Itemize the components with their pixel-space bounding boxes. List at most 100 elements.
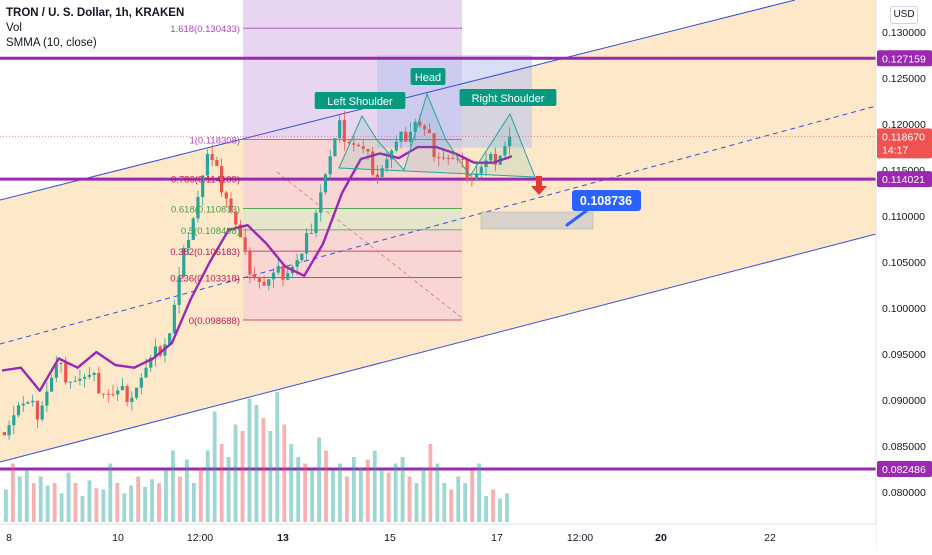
- volume-bar: [150, 479, 154, 522]
- candle: [139, 377, 143, 388]
- candle: [385, 159, 389, 169]
- candle: [423, 125, 427, 130]
- candle: [45, 391, 49, 406]
- candle: [314, 212, 318, 234]
- volume-bar: [191, 483, 196, 522]
- volume-bar: [505, 493, 509, 522]
- candle: [35, 400, 40, 420]
- candle: [338, 120, 342, 139]
- candle: [12, 415, 16, 426]
- candle: [328, 156, 332, 175]
- candle: [201, 175, 205, 197]
- volume-bar: [282, 424, 287, 522]
- fib-label-1: 1(0.118308): [189, 136, 240, 147]
- candle: [224, 192, 228, 199]
- volume-bar: [261, 418, 266, 522]
- candle: [97, 372, 101, 394]
- candle: [474, 173, 479, 181]
- candle: [451, 158, 455, 160]
- candle: [153, 346, 158, 358]
- volume-bar: [205, 450, 210, 522]
- candle: [219, 166, 224, 193]
- volume-bar: [310, 470, 315, 522]
- volume-bar: [171, 450, 175, 522]
- candle: [87, 374, 91, 377]
- x-tick-6: 12:00: [567, 532, 593, 544]
- pattern-outline: [338, 92, 536, 178]
- candle: [243, 237, 247, 251]
- candle: [404, 131, 408, 142]
- right-shoulder-label: Right Shoulder: [472, 93, 545, 105]
- candle: [134, 387, 139, 398]
- volume-bar: [108, 463, 113, 522]
- y-tick-7: 0.095000: [882, 349, 926, 361]
- volume-bar: [344, 476, 349, 522]
- candle: [508, 136, 512, 147]
- volume-bar: [80, 496, 85, 522]
- candle: [234, 211, 238, 225]
- candle: [54, 363, 58, 378]
- candle: [215, 160, 219, 167]
- volume-bar: [31, 483, 36, 522]
- volume-bar: [136, 476, 141, 522]
- candle: [427, 129, 431, 134]
- volume-bar: [66, 472, 71, 522]
- volume-bar: [226, 457, 231, 522]
- candle: [503, 146, 507, 156]
- volume-bar: [233, 424, 238, 522]
- down-arrow-icon: [531, 176, 547, 195]
- volume-bar: [164, 470, 168, 522]
- target-pointer: [565, 209, 588, 227]
- candle: [168, 333, 172, 345]
- volume-bar: [463, 483, 468, 522]
- volume-bar: [303, 463, 308, 522]
- candle: [399, 131, 403, 142]
- volume-bar: [358, 467, 363, 522]
- candle: [371, 151, 375, 175]
- x-tick-1: 10: [112, 532, 124, 544]
- x-tick-2: 12:00: [187, 532, 213, 544]
- candle: [229, 198, 233, 212]
- volume-bar: [386, 472, 391, 522]
- candle: [356, 144, 361, 147]
- smma-line: [1, 145, 513, 392]
- price-axis-bg: [876, 0, 932, 550]
- volume-bar: [324, 450, 328, 522]
- volume-bar: [94, 488, 99, 522]
- candle: [295, 260, 299, 267]
- y-tick-10: 0.080000: [882, 487, 926, 499]
- candle: [16, 405, 21, 416]
- y-tick-8: 0.090000: [882, 395, 926, 407]
- left-shoulder-label: Left Shoulder: [327, 96, 393, 108]
- volume-bar: [365, 459, 370, 522]
- candle: [394, 141, 398, 151]
- channel-mid-line: [0, 105, 877, 345]
- resistance-price-tag: 0.127159: [882, 53, 926, 65]
- candle: [437, 157, 441, 159]
- volume-bar: [484, 496, 488, 522]
- volume-bar: [331, 470, 335, 522]
- volume-bar: [296, 457, 301, 522]
- candle: [172, 304, 176, 334]
- volume-bar: [4, 489, 8, 522]
- volume-bar: [184, 459, 189, 522]
- x-tick-8: 22: [764, 532, 776, 544]
- volume-bar: [87, 480, 92, 522]
- candle: [309, 233, 313, 235]
- candle: [106, 393, 110, 395]
- fib-label-0: 1.618(0.130433): [170, 24, 240, 35]
- fib-label-3: 0.618(0.110813): [171, 205, 240, 216]
- neckline-price-tag-bg: [877, 171, 932, 188]
- candle: [408, 131, 413, 142]
- volume-bar: [407, 476, 412, 522]
- volume-bar: [470, 470, 475, 522]
- currency-button[interactable]: USD: [890, 6, 918, 24]
- volume-bar: [157, 483, 161, 522]
- candle: [149, 357, 153, 368]
- volume-bar: [38, 476, 43, 522]
- volume-bar: [143, 486, 148, 522]
- volume-bar: [491, 489, 495, 522]
- volume-bar: [400, 457, 405, 522]
